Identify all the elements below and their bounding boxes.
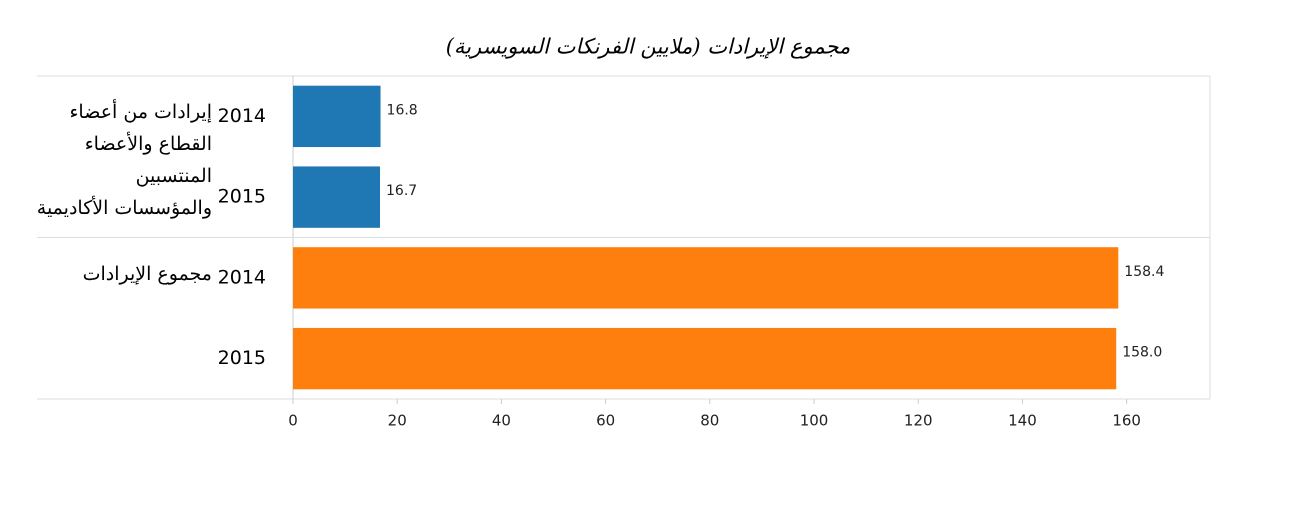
x-tick-label: 120 bbox=[904, 412, 933, 430]
group-label: مجموع الإيرادات bbox=[82, 262, 212, 285]
category-label: 2014 bbox=[218, 105, 266, 127]
chart-title: مجموع الإيرادات (ملايين الفرنكات السويسر… bbox=[446, 35, 851, 60]
category-label: 2015 bbox=[218, 347, 266, 369]
x-tick-label: 140 bbox=[1008, 412, 1037, 430]
value-label: 158.4 bbox=[1124, 264, 1164, 280]
category-label: 2015 bbox=[218, 186, 266, 208]
value-label: 158.0 bbox=[1122, 345, 1162, 361]
group-label: إيرادات من أعضاء القطاع والأعضاء المنتسب… bbox=[36, 101, 212, 219]
x-tick-label: 20 bbox=[388, 412, 407, 430]
x-tick-label: 160 bbox=[1112, 412, 1141, 430]
value-label: 16.8 bbox=[387, 102, 418, 118]
x-tick-label: 0 bbox=[288, 412, 298, 430]
category-label: 2014 bbox=[218, 266, 266, 288]
bar bbox=[293, 327, 1117, 390]
x-tick-label: 40 bbox=[492, 412, 511, 430]
x-tick-label: 100 bbox=[800, 412, 829, 430]
bar bbox=[293, 166, 381, 228]
x-tick-label: 60 bbox=[596, 412, 615, 430]
x-tick-label: 80 bbox=[700, 412, 719, 430]
bar bbox=[293, 247, 1119, 309]
value-label: 16.7 bbox=[386, 183, 417, 199]
bar bbox=[293, 85, 381, 148]
